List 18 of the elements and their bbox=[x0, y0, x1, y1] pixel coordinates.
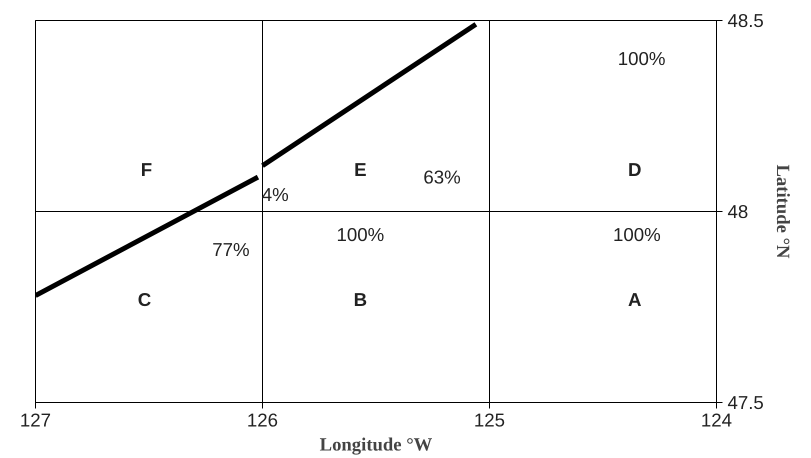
annotation: F bbox=[140, 158, 152, 180]
annotation: A bbox=[628, 288, 642, 310]
annotation: 100% bbox=[618, 48, 666, 70]
y-tick-label: 48.5 bbox=[728, 10, 764, 31]
x-tick-label: 125 bbox=[474, 410, 506, 430]
annotation: B bbox=[354, 288, 368, 310]
y-axis-title: Latitude °N bbox=[772, 164, 793, 260]
x-tick-label: 126 bbox=[246, 410, 278, 430]
annotation: 77% bbox=[212, 239, 250, 260]
x-axis-title: Longitude °W bbox=[320, 434, 433, 456]
annotation: E bbox=[354, 158, 367, 180]
y-tick-label: 48 bbox=[728, 201, 748, 222]
annotation: 100% bbox=[336, 224, 384, 245]
x-tick-label: 127 bbox=[20, 410, 52, 430]
annotation: C bbox=[138, 288, 152, 310]
annotation: D bbox=[628, 158, 642, 180]
annotation: 63% bbox=[423, 166, 461, 188]
annotation: 100% bbox=[612, 224, 661, 245]
